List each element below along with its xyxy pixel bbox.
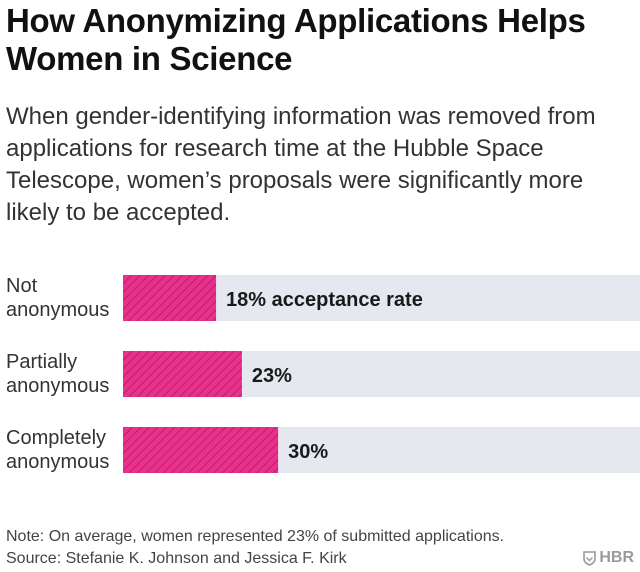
bar bbox=[123, 351, 242, 397]
logo-text: HBR bbox=[599, 549, 634, 566]
shield-icon bbox=[583, 550, 597, 566]
chart-source: Source: Stefanie K. Johnson and Jessica … bbox=[6, 550, 347, 567]
category-label: anonymous bbox=[6, 375, 109, 397]
chart-title: How Anonymizing Applications Helps Women… bbox=[6, 2, 586, 77]
value-label: 23% bbox=[252, 365, 292, 387]
category-label: Not bbox=[6, 275, 38, 297]
value-label: 18% acceptance rate bbox=[226, 289, 423, 311]
chart-subtitle: When gender-identifying information was … bbox=[6, 103, 596, 226]
category-label: Partially bbox=[6, 351, 77, 373]
category-label: anonymous bbox=[6, 299, 109, 321]
hbr-logo: HBR bbox=[583, 549, 634, 567]
value-label: 30% bbox=[288, 441, 328, 463]
bar-chart: 18% acceptance rateNotanonymous23%Partia… bbox=[6, 275, 640, 473]
category-label: anonymous bbox=[6, 451, 109, 473]
bar bbox=[123, 275, 217, 321]
category-label: Completely bbox=[6, 427, 106, 449]
bar bbox=[123, 427, 279, 473]
chart-note: Note: On average, women represented 23% … bbox=[6, 528, 505, 545]
